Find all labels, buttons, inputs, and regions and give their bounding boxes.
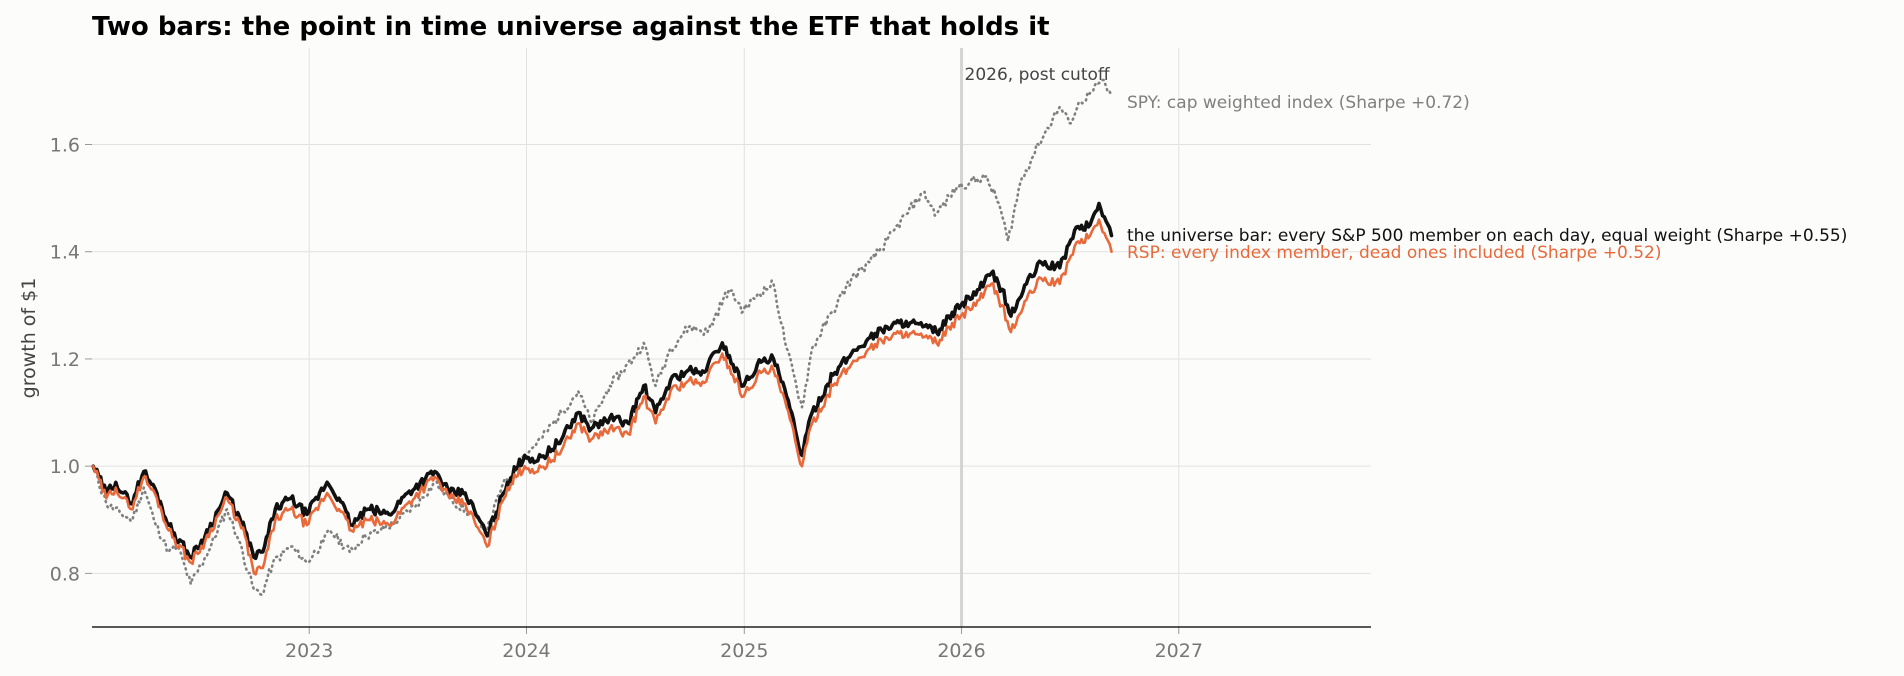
series-label-universe: the universe bar: every S&P 500 member o… <box>1127 226 1847 246</box>
x-tick-label: 2025 <box>720 640 768 662</box>
cutoff-label: 2026, post cutoff <box>965 65 1111 85</box>
series-line-rsp <box>91 218 1113 576</box>
chart-title: Two bars: the point in time universe aga… <box>92 12 1050 42</box>
series-labels: SPY: cap weighted index (Sharpe +0.72) th… <box>1127 93 1847 263</box>
y-tick-label: 1.2 <box>50 349 80 371</box>
y-tick-label: 1.0 <box>50 456 80 478</box>
series-line-universe <box>91 201 1114 561</box>
cutoff-marker: 2026, post cutoff <box>960 48 1111 627</box>
axes: 0.8 1.0 1.2 1.4 1.6 2023 2024 2025 2026 2027 <box>50 135 1371 662</box>
x-tick-label: 2024 <box>502 640 550 662</box>
series-label-rsp: RSP: every index member, dead ones inclu… <box>1127 243 1662 263</box>
series-label-spy: SPY: cap weighted index (Sharpe +0.72) <box>1127 93 1470 113</box>
grid <box>92 48 1371 627</box>
x-tick-label: 2027 <box>1155 640 1203 662</box>
y-tick-label: 1.4 <box>50 242 80 264</box>
x-tick-label: 2026 <box>937 640 985 662</box>
x-tick-label: 2023 <box>285 640 333 662</box>
series-line-spy <box>91 78 1113 597</box>
y-tick-label: 0.8 <box>50 563 80 585</box>
series-lines <box>91 78 1114 597</box>
y-axis-label: growth of $1 <box>18 278 40 399</box>
y-tick-label: 1.6 <box>50 135 80 157</box>
